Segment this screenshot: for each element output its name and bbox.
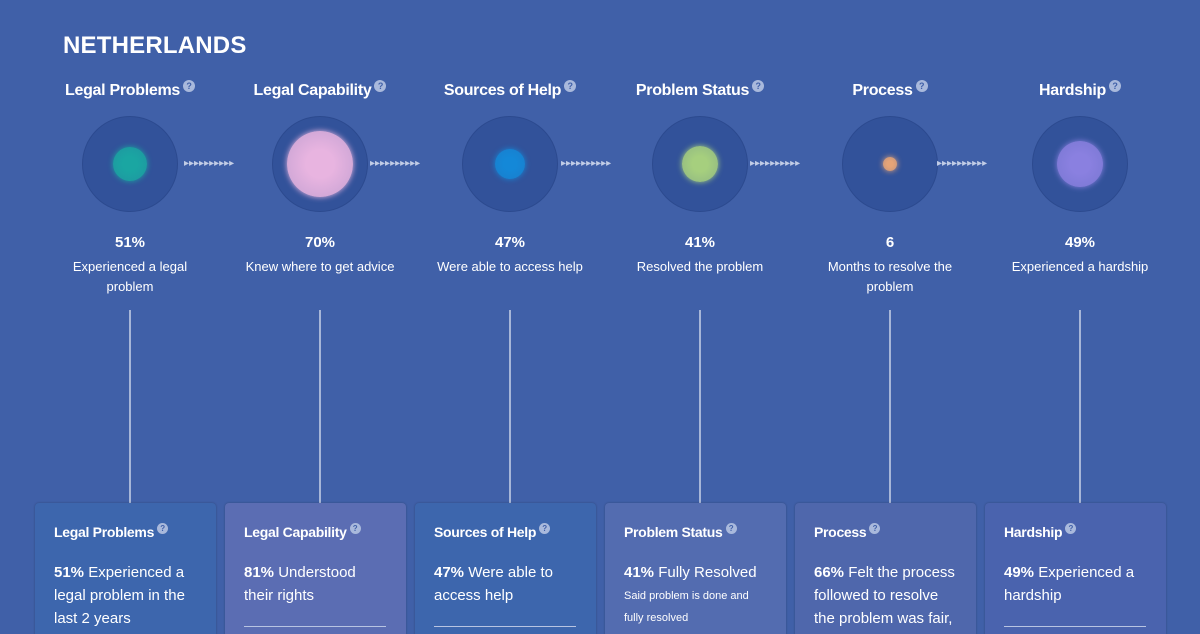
connector-line xyxy=(509,310,511,503)
stage-title: Problem Status? xyxy=(605,80,795,100)
stage-stat: 41% xyxy=(684,234,716,251)
help-icon[interactable]: ? xyxy=(752,80,765,92)
card-body: 49% Experienced a hardship xyxy=(1004,561,1148,607)
flow-arrows: ▸▸▸▸▸▸▸▸▸▸ xyxy=(937,158,988,169)
stage-dot xyxy=(287,131,353,197)
stage-card[interactable]: Legal Problems? 51% Experienced a legal … xyxy=(35,503,216,634)
card-body: 66% Felt the process followed to resolve… xyxy=(814,561,958,630)
stage-description: Months to resolve the problem xyxy=(827,259,953,294)
stage-dot xyxy=(883,157,897,171)
stage-title: Hardship? xyxy=(985,80,1175,100)
stage-stat: 51% xyxy=(114,234,146,251)
help-icon[interactable]: ? xyxy=(539,523,551,534)
flow-arrows: ▸▸▸▸▸▸▸▸▸▸ xyxy=(750,158,801,169)
stage-description: Knew where to get advice xyxy=(245,259,395,274)
help-icon[interactable]: ? xyxy=(915,80,928,92)
stage-ring[interactable] xyxy=(82,116,178,212)
connector-line xyxy=(699,310,701,503)
stage-ring[interactable] xyxy=(462,116,558,212)
connector-line xyxy=(319,310,321,503)
stage-stat: 70% xyxy=(304,234,336,251)
stage-card[interactable]: Problem Status? 41% Fully Resolved Said … xyxy=(605,503,786,634)
stage-ring[interactable] xyxy=(842,116,938,212)
card-title: Sources of Help? xyxy=(434,523,578,540)
stage-ring[interactable] xyxy=(1032,116,1128,212)
help-icon[interactable]: ? xyxy=(374,80,387,92)
card-title: Legal Capability? xyxy=(244,523,388,540)
flow-arrows: ▸▸▸▸▸▸▸▸▸▸ xyxy=(561,158,612,169)
help-icon[interactable]: ? xyxy=(725,523,737,534)
stage-stat: 47% xyxy=(494,234,526,251)
card-divider xyxy=(434,626,576,627)
card-percent: 41% xyxy=(624,564,655,581)
connector-line xyxy=(1079,310,1081,503)
card-text: Were able to access help xyxy=(434,564,553,604)
help-icon[interactable]: ? xyxy=(869,523,881,534)
card-body: 41% Fully Resolved xyxy=(624,561,768,584)
card-text: Felt the process followed to resolve the… xyxy=(814,564,955,627)
stage-card[interactable]: Process? 66% Felt the process followed t… xyxy=(795,503,976,634)
card-percent: 47% xyxy=(434,564,465,581)
card-percent: 81% xyxy=(244,564,275,581)
help-icon[interactable]: ? xyxy=(182,80,195,92)
card-body: 81% Understood their rights xyxy=(244,561,388,607)
card-title: Process? xyxy=(814,523,958,540)
help-icon[interactable]: ? xyxy=(157,523,169,534)
help-icon[interactable]: ? xyxy=(349,523,361,534)
card-divider xyxy=(1004,626,1146,627)
stage-sources-of-help: Sources of Help? 47% Were able to access… xyxy=(415,0,605,634)
card-percent: 49% xyxy=(1004,564,1035,581)
stage-legal-capability: Legal Capability? 70% Knew where to get … xyxy=(225,0,415,634)
stage-card[interactable]: Hardship? 49% Experienced a hardship xyxy=(985,503,1166,634)
stage-ring[interactable] xyxy=(272,116,368,212)
stage-title: Sources of Help? xyxy=(415,80,605,100)
help-icon[interactable]: ? xyxy=(1065,523,1077,534)
card-body: 47% Were able to access help xyxy=(434,561,578,607)
card-title: Hardship? xyxy=(1004,523,1148,540)
stage-dot xyxy=(495,149,525,179)
stage-stat: 6 xyxy=(885,234,895,251)
stage-stat: 49% xyxy=(1064,234,1096,251)
stage-description: Experienced a legal problem xyxy=(72,259,188,294)
stage-hardship: Hardship? 49% Experienced a hardship Har… xyxy=(985,0,1175,634)
stage-legal-problems: Legal Problems? 51% Experienced a legal … xyxy=(35,0,225,634)
stage-description: Experienced a hardship xyxy=(1011,259,1149,274)
connector-line xyxy=(129,310,131,503)
connector-line xyxy=(889,310,891,503)
help-icon[interactable]: ? xyxy=(1108,80,1121,92)
card-percent: 66% xyxy=(814,564,845,581)
stage-dot xyxy=(113,147,147,181)
card-text: Fully Resolved xyxy=(658,564,757,581)
card-note: Said problem is done and fully resolved xyxy=(624,590,749,624)
card-text: Experienced a hardship xyxy=(1004,564,1135,604)
card-body: 51% Experienced a legal problem in the l… xyxy=(54,561,198,630)
stage-dot xyxy=(682,146,718,182)
card-text: Understood their rights xyxy=(244,564,356,604)
stage-card[interactable]: Sources of Help? 47% Were able to access… xyxy=(415,503,596,634)
card-divider xyxy=(244,626,386,627)
stage-dot xyxy=(1057,141,1103,187)
card-text: Experienced a legal problem in the last … xyxy=(54,564,185,627)
help-icon[interactable]: ? xyxy=(564,80,577,92)
stage-title: Legal Capability? xyxy=(225,80,415,100)
flow-arrows: ▸▸▸▸▸▸▸▸▸▸ xyxy=(370,158,421,169)
card-title: Problem Status? xyxy=(624,523,768,540)
flow-arrows: ▸▸▸▸▸▸▸▸▸▸ xyxy=(184,158,235,169)
stage-ring[interactable] xyxy=(652,116,748,212)
stage-problem-status: Problem Status? 41% Resolved the problem… xyxy=(605,0,795,634)
card-title: Legal Problems? xyxy=(54,523,198,540)
card-percent: 51% xyxy=(54,564,85,581)
stage-process: Process? 6 Months to resolve the problem… xyxy=(795,0,985,634)
stage-title: Legal Problems? xyxy=(35,80,225,100)
stage-card[interactable]: Legal Capability? 81% Understood their r… xyxy=(225,503,406,634)
stage-description: Were able to access help xyxy=(437,259,583,274)
stage-description: Resolved the problem xyxy=(636,259,764,274)
stage-title: Process? xyxy=(795,80,985,100)
page-title: NETHERLANDS xyxy=(63,32,247,59)
